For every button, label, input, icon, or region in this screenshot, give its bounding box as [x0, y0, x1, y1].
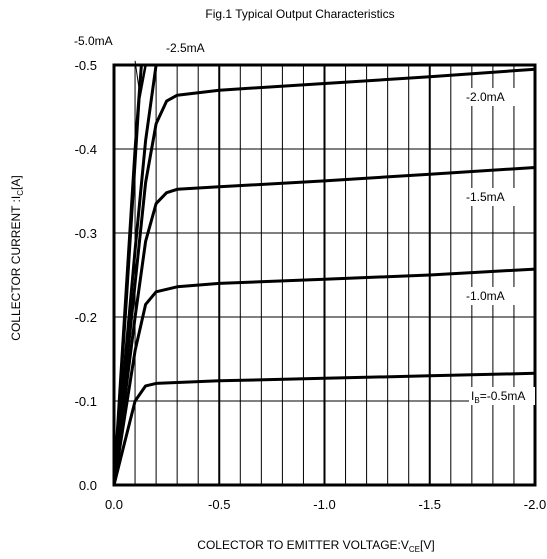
- series-label: -2.0mA: [466, 90, 505, 104]
- x-tick-labels: 0.0 -0.5 -1.0 -1.5 -2.0: [105, 497, 546, 512]
- grid-lines: [114, 65, 535, 485]
- series-line-25mA: [112, 63, 158, 487]
- series-label-background: [464, 188, 522, 206]
- series-label-background: [464, 88, 522, 106]
- x-tick-label: 0.0: [105, 497, 123, 512]
- y-tick-labels: 0.0 -0.1 -0.2 -0.3 -0.4 -0.5: [75, 58, 97, 493]
- x-axis-label: COLECTOR TO EMITTER VOLTAGE:VCE[V]: [197, 538, 434, 554]
- series-line-10mA: [112, 267, 537, 487]
- y-tick-label: -0.5: [75, 58, 97, 73]
- chart-title: Fig.1 Typical Output Characteristics: [205, 7, 394, 21]
- series-label: IB=-0.5mA: [471, 389, 525, 405]
- series-line-20mA: [112, 67, 537, 487]
- y-tick-label: -0.4: [75, 142, 97, 157]
- series-label-background: [469, 387, 535, 405]
- series-label: -5.0mA: [74, 34, 113, 48]
- x-tick-label: -2.0: [524, 497, 546, 512]
- series-label: -1.0mA: [466, 289, 505, 303]
- series-label: -1.5mA: [466, 190, 505, 204]
- x-tick-label: -1.0: [313, 497, 335, 512]
- series-label-background: [464, 287, 522, 305]
- y-tick-label: 0.0: [79, 478, 97, 493]
- series-labels: IB=-0.5mA -1.0mA -1.5mA -2.0mA -2.5mA -5.0mA: [74, 34, 535, 405]
- series-line-05mA: [112, 371, 537, 487]
- x-tick-label: -1.5: [419, 497, 441, 512]
- y-tick-label: -0.1: [75, 394, 97, 409]
- x-tick-label: -0.5: [208, 497, 230, 512]
- curve-series: [112, 60, 537, 487]
- series-line-extra: [112, 64, 147, 486]
- y-tick-label: -0.2: [75, 310, 97, 325]
- series-line-15mA: [112, 166, 537, 487]
- y-tick-label: -0.3: [75, 226, 97, 241]
- plot-frame: [112, 63, 537, 487]
- y-axis-label: COLLECTOR CURRENT :IC[A]: [9, 175, 25, 340]
- series-label: -2.5mA: [166, 41, 205, 55]
